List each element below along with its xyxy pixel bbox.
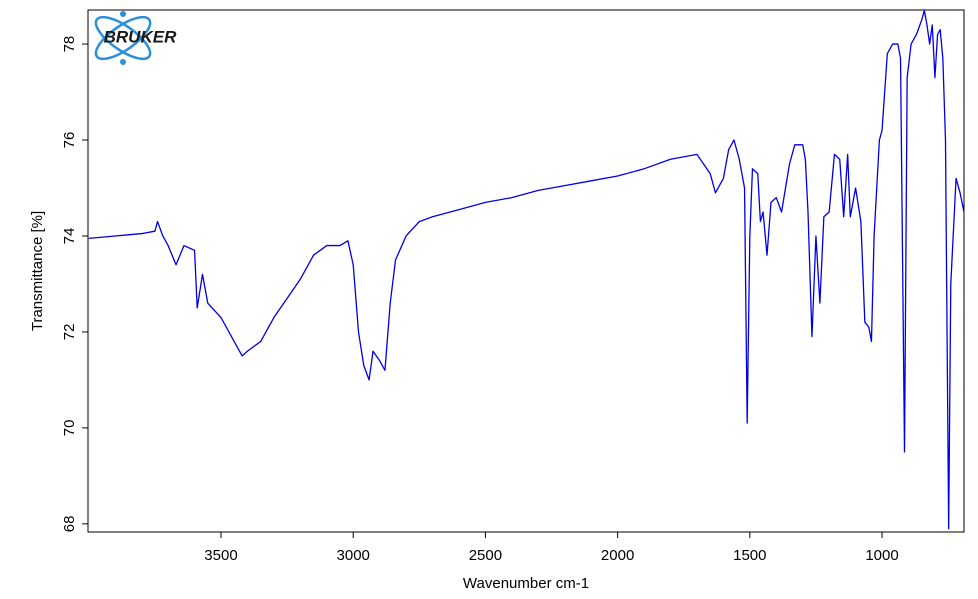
x-tick-label: 1500: [733, 547, 766, 564]
y-tick-label: 74: [61, 228, 78, 245]
x-tick-label: 2500: [469, 547, 502, 564]
x-tick-label: 2000: [601, 547, 634, 564]
logo-dot: [120, 59, 126, 65]
x-tick-label: 3500: [204, 547, 237, 564]
logo-text: BRUKER: [104, 27, 177, 46]
y-tick-label: 68: [61, 516, 78, 533]
x-tick-label: 1000: [865, 547, 898, 564]
logo-dot: [120, 11, 126, 17]
y-tick-label: 78: [61, 36, 78, 53]
logo-orbit: [94, 15, 152, 61]
plot-frame: [87, 9, 965, 533]
logo-orbit: [94, 15, 152, 61]
logo: BRUKER: [94, 11, 177, 65]
spectrum-line: [88, 9, 965, 530]
y-tick-label: 70: [61, 420, 78, 437]
y-axis-label: Transmittance [%]: [29, 211, 46, 331]
x-axis-label: Wavenumber cm-1: [463, 575, 589, 592]
x-tick-label: 3000: [337, 547, 370, 564]
y-tick-label: 76: [61, 132, 78, 149]
y-tick-label: 72: [61, 324, 78, 341]
